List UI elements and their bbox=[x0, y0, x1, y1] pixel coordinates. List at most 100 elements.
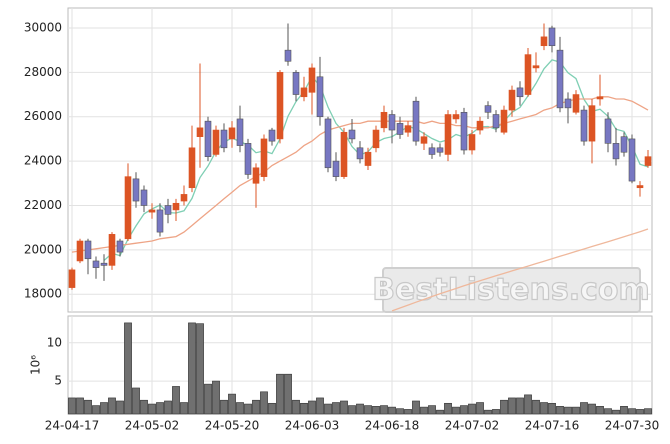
volume-bar bbox=[252, 399, 260, 415]
volume-bar bbox=[276, 373, 284, 415]
candle-body bbox=[172, 202, 180, 211]
candle-body bbox=[468, 134, 476, 151]
y-tick-label: 28000 bbox=[24, 65, 62, 79]
volume-bar bbox=[516, 397, 524, 415]
volume-bar bbox=[500, 399, 508, 415]
y-tick-label: 5 bbox=[54, 374, 62, 388]
y-tick-label: 20000 bbox=[24, 242, 62, 256]
candle-body bbox=[396, 123, 404, 135]
candle-body bbox=[228, 127, 236, 140]
volume-bar bbox=[92, 405, 100, 415]
candle-body bbox=[532, 65, 540, 69]
volume-bar bbox=[316, 397, 324, 415]
volume-bar bbox=[492, 409, 500, 415]
volume-bar bbox=[484, 409, 492, 415]
candle-body bbox=[412, 100, 420, 142]
candle-body bbox=[516, 87, 524, 98]
candle-body bbox=[212, 129, 220, 155]
volume-bar bbox=[540, 402, 548, 415]
candle-body bbox=[524, 54, 532, 95]
volume-bar bbox=[324, 403, 332, 415]
volume-bar bbox=[556, 406, 564, 415]
x-tick-label: 24-07-02 bbox=[445, 419, 499, 433]
candle-body bbox=[204, 120, 212, 157]
volume-bar bbox=[436, 409, 444, 415]
candle-body bbox=[132, 178, 140, 202]
candle-body bbox=[268, 129, 276, 142]
volume-bar bbox=[348, 405, 356, 415]
candle-body bbox=[300, 87, 308, 98]
candle-body bbox=[324, 118, 332, 169]
candle-body bbox=[444, 114, 452, 155]
candle-body bbox=[580, 109, 588, 142]
candle-body bbox=[476, 120, 484, 131]
volume-bar bbox=[204, 383, 212, 415]
y-axis-label: 10⁶ bbox=[29, 355, 43, 375]
x-tick-label: 24-06-18 bbox=[365, 419, 419, 433]
candle-body bbox=[308, 67, 316, 93]
volume-bar bbox=[404, 409, 412, 415]
candle-body bbox=[436, 147, 444, 153]
candle-body bbox=[332, 160, 340, 177]
candle-body bbox=[180, 194, 188, 202]
candle-body bbox=[84, 240, 92, 260]
candle-body bbox=[508, 89, 516, 111]
plot-frame bbox=[67, 7, 653, 313]
volume-bar bbox=[564, 406, 572, 415]
candle-body bbox=[420, 136, 428, 144]
candle-body bbox=[348, 129, 356, 140]
volume-bar bbox=[636, 409, 644, 415]
candle-body bbox=[148, 209, 156, 213]
y-tick-label: 10 bbox=[47, 335, 62, 349]
candle-body bbox=[188, 147, 196, 189]
candle-body bbox=[612, 143, 620, 160]
volume-bar bbox=[380, 405, 388, 415]
candle-body bbox=[276, 72, 284, 140]
candle-body bbox=[116, 240, 124, 253]
volume-bar bbox=[124, 322, 132, 415]
y-tick-label: 26000 bbox=[24, 109, 62, 123]
candle-body bbox=[644, 156, 652, 166]
volume-bar bbox=[420, 406, 428, 415]
candle-body bbox=[68, 269, 76, 288]
candle-body bbox=[572, 94, 580, 113]
volume-bar bbox=[156, 402, 164, 415]
y-tick-label: 30000 bbox=[24, 20, 62, 34]
volume-bar bbox=[508, 397, 516, 415]
volume-bar bbox=[172, 386, 180, 415]
volume-bar bbox=[164, 400, 172, 415]
volume-bar bbox=[444, 402, 452, 415]
volume-bar bbox=[612, 409, 620, 415]
volume-bar bbox=[308, 400, 316, 415]
candle-body bbox=[124, 176, 132, 240]
candle-body bbox=[540, 36, 548, 47]
candle-body bbox=[492, 114, 500, 129]
candle-body bbox=[92, 260, 100, 268]
candle-body bbox=[596, 96, 604, 100]
volume-bar bbox=[428, 405, 436, 415]
volume-bar bbox=[236, 402, 244, 415]
candle-body bbox=[140, 189, 148, 206]
volume-bar bbox=[292, 399, 300, 415]
candle-body bbox=[636, 185, 644, 189]
candle-body bbox=[100, 262, 108, 266]
volume-bar bbox=[188, 322, 196, 415]
volume-bar bbox=[332, 402, 340, 415]
volume-bar bbox=[76, 397, 84, 415]
candle-body bbox=[76, 240, 84, 262]
marks-layer bbox=[68, 23, 652, 415]
x-tick-label: 24-07-30 bbox=[605, 419, 659, 433]
watermark-box bbox=[382, 267, 641, 313]
candle-body bbox=[372, 129, 380, 149]
volume-bar bbox=[388, 406, 396, 415]
candle-body bbox=[460, 111, 468, 151]
volume-bar bbox=[628, 408, 636, 415]
volume-bar bbox=[604, 408, 612, 415]
watermark-text: BestListens.com bbox=[372, 273, 650, 308]
volume-bar bbox=[548, 402, 556, 415]
candle-body bbox=[292, 72, 300, 95]
candle-body bbox=[236, 118, 244, 146]
volume-bar bbox=[84, 399, 92, 415]
volume-bar bbox=[68, 397, 76, 415]
volume-bar bbox=[132, 387, 140, 415]
